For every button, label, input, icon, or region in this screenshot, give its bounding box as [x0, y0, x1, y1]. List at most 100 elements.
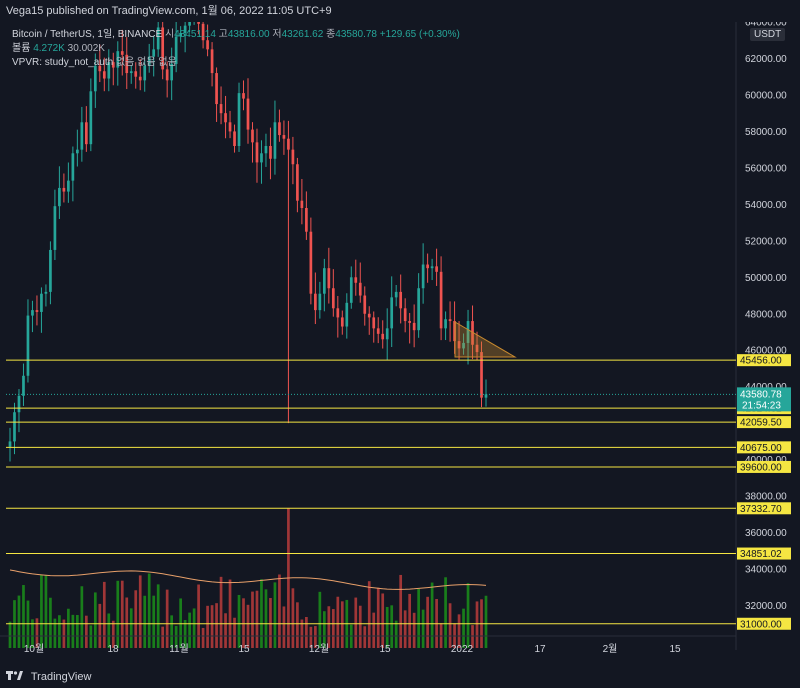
- candle-body: [152, 49, 156, 57]
- chart-area[interactable]: 62000.00 60000.00 58000.00 56000.00 54000.00…: [0, 1, 800, 666]
- volume-bar: [246, 604, 250, 648]
- x-tick-label: 18: [107, 644, 119, 655]
- volume-bar: [331, 609, 335, 648]
- volume-bar: [129, 608, 133, 648]
- volume-bar: [228, 579, 232, 648]
- y-tick-label: 48000.00: [745, 309, 787, 320]
- volume-bar: [143, 595, 147, 648]
- volume-bar: [62, 619, 66, 648]
- volume-value-1: 4.272K: [33, 43, 65, 54]
- candle-body: [376, 328, 380, 334]
- volume-bar: [390, 605, 394, 648]
- candle-body: [282, 135, 286, 139]
- candle-body: [444, 319, 447, 329]
- candle-body: [89, 91, 93, 145]
- volume-bar: [170, 615, 174, 648]
- candle-body: [471, 321, 474, 345]
- candle-body: [273, 122, 277, 159]
- volume-bar: [120, 580, 124, 648]
- volume-bar: [93, 592, 97, 648]
- candle-body: [40, 293, 43, 312]
- volume-bar: [282, 606, 286, 648]
- volume-bar: [84, 615, 88, 648]
- candle-body: [76, 149, 79, 154]
- candle-body: [71, 153, 75, 181]
- candle-body: [331, 288, 335, 309]
- candle-body: [165, 69, 169, 81]
- volume-bar: [354, 597, 358, 648]
- volume-bar: [210, 605, 214, 648]
- volume-bar: [291, 588, 295, 648]
- candle-body: [394, 291, 398, 298]
- published-header: Vega15 published on TradingView.com, 1월 …: [0, 0, 800, 22]
- currency-badge[interactable]: USDT: [750, 28, 786, 41]
- candle-body: [435, 266, 438, 272]
- vpvr-label: VPVR: study_not_auth: [12, 57, 114, 68]
- high-label: 고: [218, 29, 228, 40]
- open-label: 시: [164, 29, 175, 40]
- volume-bar: [358, 605, 362, 648]
- published-text: Vega15 published on TradingView.com, 1월 …: [6, 5, 332, 17]
- candle-body: [260, 153, 263, 163]
- volume-bar: [53, 618, 57, 648]
- y-tick-label: 32000.00: [745, 601, 787, 612]
- y-tick-label: 38000.00: [745, 492, 787, 503]
- volume-bar: [71, 614, 75, 648]
- volume-bar: [201, 627, 205, 648]
- tradingview-logo-icon: [6, 666, 24, 688]
- candle-body: [358, 282, 362, 296]
- candle-body: [322, 268, 326, 294]
- chart-legend: Bitcoin / TetherUS, 1일, BINANCE 시43451.1…: [12, 28, 460, 70]
- level-label: 39600.00: [740, 462, 782, 473]
- symbol-name[interactable]: Bitcoin / TetherUS, 1일, BINANCE: [12, 29, 163, 40]
- price-chart-svg[interactable]: 62000.00 60000.00 58000.00 56000.00 54000.00…: [0, 1, 800, 666]
- volume-bar: [76, 615, 79, 648]
- current-price-label: 43580.78: [740, 389, 782, 400]
- volume-bar: [40, 574, 43, 648]
- level-label: 31000.00: [740, 619, 782, 630]
- volume-bar: [318, 591, 322, 648]
- y-tick-label: 50000.00: [745, 273, 787, 284]
- candle-body: [251, 129, 254, 143]
- volume-bar: [412, 612, 416, 648]
- volume-bar: [102, 581, 106, 648]
- level-label: 45456.00: [740, 356, 782, 367]
- candle-body: [430, 266, 434, 269]
- x-tick-label: 15: [238, 644, 250, 655]
- volume-bar: [219, 576, 223, 648]
- volume-bar: [152, 595, 156, 648]
- volume-bar: [305, 616, 308, 648]
- y-tick-label: 56000.00: [745, 163, 787, 174]
- volume-bar: [394, 620, 398, 648]
- volume-bar: [237, 594, 241, 648]
- candle-body: [120, 51, 124, 55]
- candle-body: [111, 62, 115, 68]
- y-tick-label: 34000.00: [745, 565, 787, 576]
- volume-bar: [49, 597, 52, 648]
- candle-body: [363, 295, 367, 314]
- level-label: 34851.02: [740, 549, 782, 560]
- candle-body: [457, 341, 461, 349]
- candle-body: [161, 27, 165, 70]
- candle-body: [179, 32, 182, 37]
- candle-body: [228, 122, 232, 132]
- volume-bar: [260, 579, 263, 648]
- candle-body: [188, 18, 191, 26]
- volume-bar: [192, 608, 196, 648]
- volume-bar: [138, 575, 142, 648]
- open-value: 43451.14: [174, 29, 216, 40]
- volume-bar: [484, 595, 488, 648]
- candle-body: [269, 146, 272, 159]
- volume-bar: [22, 585, 25, 648]
- candle-body: [174, 36, 178, 64]
- candle-body: [390, 297, 394, 329]
- y-tick-label: 52000.00: [745, 236, 787, 247]
- x-tick-label: 10월: [24, 643, 44, 655]
- volume-bar: [161, 626, 165, 648]
- volume-bar: [471, 625, 474, 648]
- volume-bar: [31, 619, 34, 648]
- level-label: 42059.50: [740, 418, 782, 429]
- volume-bar: [296, 602, 299, 648]
- candle-body: [80, 122, 84, 150]
- candle-body: [206, 40, 209, 50]
